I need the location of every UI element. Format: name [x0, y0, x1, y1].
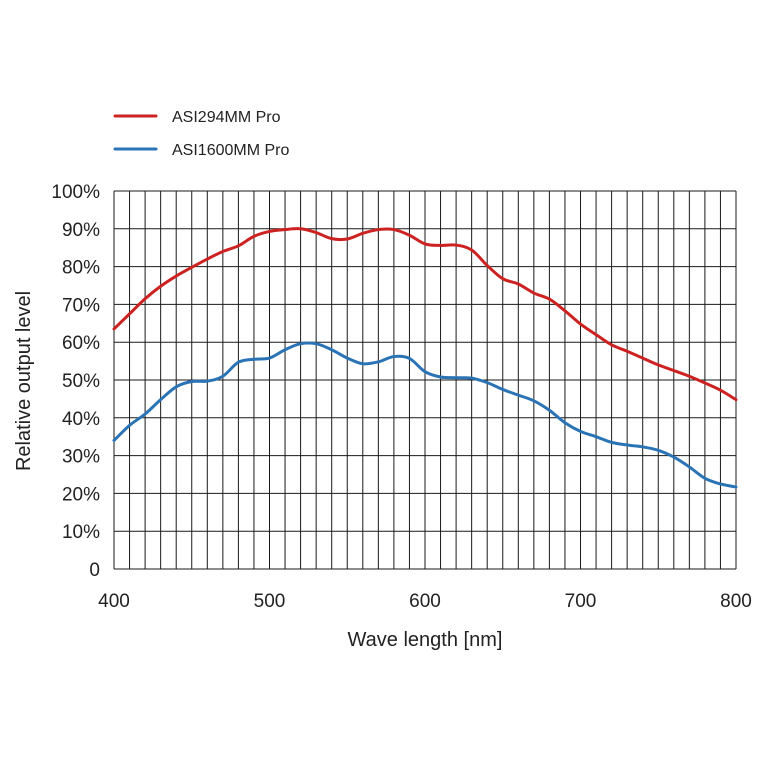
y-tick-label: 40% [62, 409, 100, 430]
series-line-2 [112, 341, 738, 489]
x-tick-label: 800 [720, 591, 752, 612]
y-tick-label: 100% [51, 182, 100, 203]
y-axis-title: Relative output level [13, 291, 35, 471]
x-tick-label: 400 [98, 591, 130, 612]
x-axis-title: Wave length [nm] [348, 629, 503, 651]
y-tick-label: 70% [62, 295, 100, 316]
grid [113, 190, 737, 570]
x-tick-label: 600 [409, 591, 441, 612]
series-line-1 [112, 227, 738, 402]
y-tick-labels: 0 10% 20% 30% 40% 50% 60% 70% 80% 90% 100% [51, 182, 100, 581]
legend-label-1: ASI294MM Pro [172, 109, 281, 126]
y-tick-label: 20% [62, 484, 100, 505]
series-layer [112, 227, 738, 489]
y-tick-label: 0 [89, 560, 100, 581]
x-tick-labels: 400 500 600 700 800 [98, 591, 752, 612]
y-tick-label: 90% [62, 220, 100, 241]
y-tick-label: 80% [62, 258, 100, 279]
y-tick-label: 60% [62, 333, 100, 354]
legend: ASI294MM Pro ASI1600MM Pro [113, 109, 289, 159]
y-tick-label: 10% [62, 522, 100, 543]
y-tick-label: 50% [62, 371, 100, 392]
x-tick-label: 500 [254, 591, 286, 612]
y-tick-label: 30% [62, 447, 100, 468]
legend-label-2: ASI1600MM Pro [172, 142, 289, 159]
x-tick-label: 700 [565, 591, 597, 612]
